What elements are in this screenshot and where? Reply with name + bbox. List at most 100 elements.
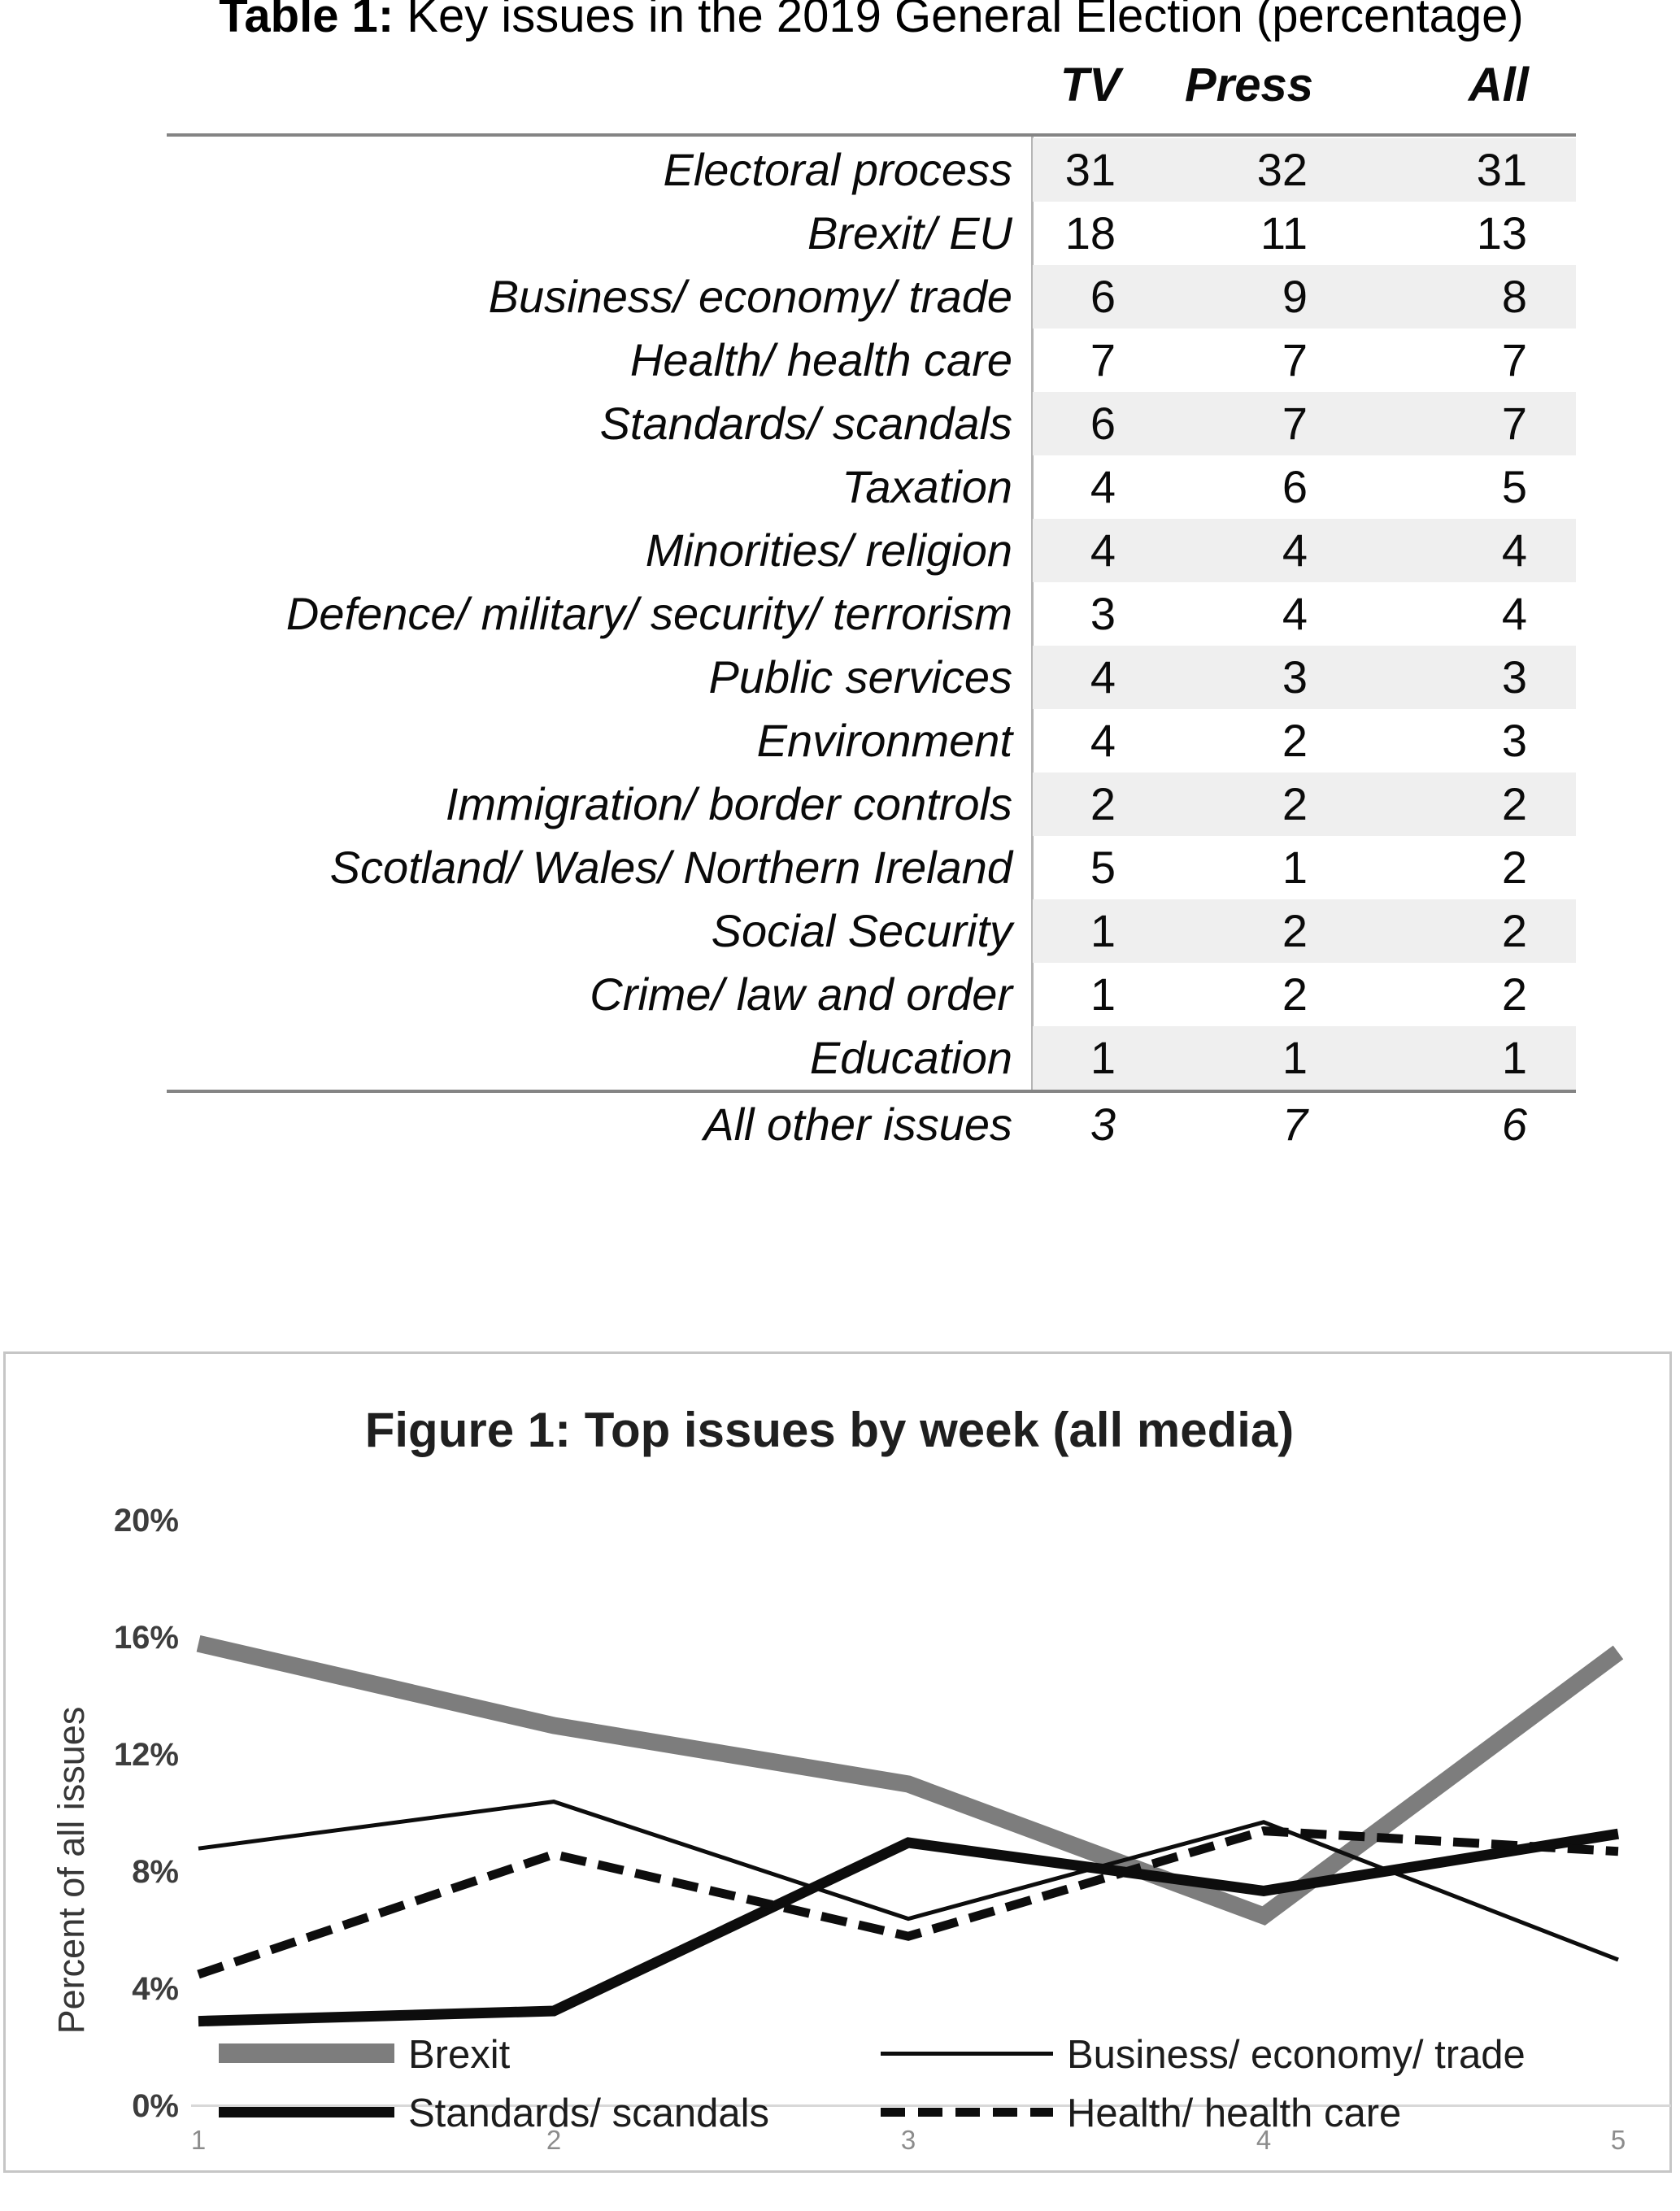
cell-tv: 2 — [1090, 778, 1116, 829]
cell-press: 7 — [1282, 334, 1308, 385]
table-row: Electoral process 31 32 31 — [167, 138, 1576, 202]
cell-press: 6 — [1282, 461, 1308, 512]
x-axis-line — [191, 2104, 1671, 2107]
cell-press: 32 — [1256, 144, 1308, 195]
y-tick-0: 0% — [132, 2088, 179, 2124]
table-row: Taxation 4 6 5 — [167, 455, 1576, 519]
row-label: Immigration/ border controls — [445, 778, 1012, 829]
cell-tv: 1 — [1090, 1032, 1116, 1083]
row-label: Public services — [708, 651, 1012, 703]
cell-press: 2 — [1282, 905, 1308, 956]
cell-press: 7 — [1282, 1099, 1308, 1150]
table-row: Social Security 1 2 2 — [167, 899, 1576, 963]
table-footer-row: All other issues 3 7 6 — [167, 1093, 1576, 1156]
table-column-divider — [1031, 137, 1034, 1090]
cell-all: 2 — [1501, 968, 1527, 1020]
table-row: Immigration/ border controls 2 2 2 — [167, 773, 1576, 836]
cell-press: 2 — [1282, 778, 1308, 829]
x-tick-4: 4 — [1256, 2125, 1272, 2155]
cell-tv: 4 — [1090, 715, 1116, 766]
cell-press: 4 — [1282, 588, 1308, 639]
row-shading — [1033, 265, 1576, 329]
cell-all: 1 — [1501, 1032, 1527, 1083]
y-tick-20: 20% — [113, 1503, 179, 1539]
table-row: Environment 4 2 3 — [167, 709, 1576, 773]
table-row: Health/ health care 7 7 7 — [167, 329, 1576, 392]
cell-tv: 6 — [1090, 398, 1116, 449]
table-title: Table 1: Key issues in the 2019 General … — [118, 0, 1625, 43]
cell-all: 4 — [1501, 588, 1527, 639]
table-row: Education 1 1 1 — [167, 1026, 1576, 1090]
cell-all: 2 — [1501, 778, 1527, 829]
cell-all: 31 — [1476, 144, 1527, 195]
row-shading — [1033, 519, 1576, 582]
cell-tv: 1 — [1090, 905, 1116, 956]
cell-all: 6 — [1501, 1099, 1527, 1150]
row-label: Environment — [756, 715, 1012, 766]
cell-tv: 6 — [1090, 271, 1116, 322]
table-bottom-rule — [167, 1090, 1576, 1093]
legend-sample-health — [881, 2108, 1053, 2117]
row-label: Health/ health care — [629, 334, 1012, 385]
row-shading — [1033, 773, 1576, 836]
cell-tv: 18 — [1064, 207, 1116, 259]
row-label: Minorities/ religion — [645, 524, 1012, 576]
table-row: Public services 4 3 3 — [167, 646, 1576, 709]
table-row: Standards/ scandals 6 7 7 — [167, 392, 1576, 455]
cell-tv: 4 — [1090, 651, 1116, 703]
cell-tv: 7 — [1090, 334, 1116, 385]
cell-press: 3 — [1282, 651, 1308, 703]
table-row: Business/ economy/ trade 6 9 8 — [167, 265, 1576, 329]
cell-tv: 4 — [1090, 524, 1116, 576]
cell-press: 4 — [1282, 524, 1308, 576]
cell-press: 7 — [1282, 398, 1308, 449]
y-tick-12: 12% — [113, 1737, 179, 1773]
figure-title: Figure 1: Top issues by week (all media) — [364, 1403, 1295, 1457]
column-header-press: Press — [1184, 59, 1313, 111]
cell-press: 1 — [1282, 1032, 1308, 1083]
table-row: Brexit/ EU 18 11 13 — [167, 202, 1576, 265]
cell-press: 11 — [1260, 207, 1308, 259]
row-label: Social Security — [711, 905, 1012, 956]
table-row: Crime/ law and order 1 2 2 — [167, 963, 1576, 1026]
cell-all: 5 — [1501, 461, 1527, 512]
cell-all: 4 — [1501, 524, 1527, 576]
cell-all: 2 — [1501, 842, 1527, 893]
cell-tv: 1 — [1090, 968, 1116, 1020]
cell-press: 2 — [1282, 715, 1308, 766]
row-label: Taxation — [842, 461, 1012, 512]
table-row: Minorities/ religion 4 4 4 — [167, 519, 1576, 582]
legend-label-brexit: Brexit — [408, 2033, 511, 2077]
row-shading — [1033, 1026, 1576, 1090]
legend-label-standards: Standards/ scandals — [408, 2091, 769, 2135]
cell-press: 2 — [1282, 968, 1308, 1020]
row-shading — [1033, 392, 1576, 455]
x-tick-5: 5 — [1610, 2125, 1626, 2155]
row-label: Standards/ scandals — [599, 398, 1012, 449]
row-label: Business/ economy/ trade — [488, 271, 1012, 322]
table-title-text: Key issues in the 2019 General Election … — [394, 0, 1524, 42]
cell-tv: 4 — [1090, 461, 1116, 512]
cell-tv: 3 — [1090, 588, 1116, 639]
cell-tv: 31 — [1064, 144, 1116, 195]
cell-all: 7 — [1501, 334, 1527, 385]
table-title-number: Table 1: — [219, 0, 394, 42]
row-label: Electoral process — [663, 144, 1012, 195]
legend-sample-standards — [219, 2107, 394, 2117]
row-label: Scotland/ Wales/ Northern Ireland — [329, 842, 1012, 893]
cell-tv: 3 — [1090, 1099, 1116, 1150]
row-shading — [1033, 646, 1576, 709]
legend-label-business: Business/ economy/ trade — [1067, 2033, 1525, 2077]
table-row: Scotland/ Wales/ Northern Ireland 5 1 2 — [167, 836, 1576, 899]
y-tick-16: 16% — [113, 1620, 179, 1656]
cell-all: 3 — [1501, 715, 1527, 766]
legend-sample-business — [881, 2052, 1053, 2056]
table-row: Defence/ military/ security/ terrorism 3 4… — [167, 582, 1576, 646]
x-tick-1: 1 — [190, 2125, 207, 2155]
column-header-all: All — [1468, 59, 1529, 111]
cell-tv: 5 — [1090, 842, 1116, 893]
x-tick-2: 2 — [546, 2125, 562, 2155]
y-tick-4: 4% — [132, 1971, 179, 2007]
legend-sample-brexit — [219, 2043, 394, 2063]
table-top-rule — [167, 133, 1576, 137]
